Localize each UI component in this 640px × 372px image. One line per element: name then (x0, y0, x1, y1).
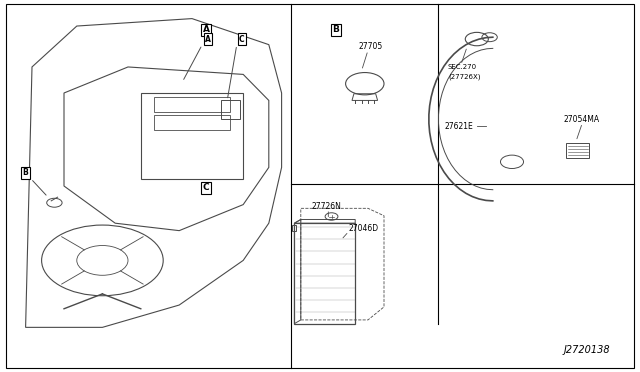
Text: C: C (203, 183, 209, 192)
Text: B: B (333, 25, 339, 34)
Text: 27046D: 27046D (349, 224, 379, 233)
Text: B: B (23, 169, 28, 177)
Text: SEC.270: SEC.270 (448, 64, 477, 70)
Text: A: A (203, 25, 209, 34)
Text: 27054MA: 27054MA (563, 115, 599, 124)
Text: C: C (239, 35, 244, 44)
Text: (27726X): (27726X) (448, 73, 481, 80)
Text: J2720138: J2720138 (563, 345, 610, 355)
Text: 27621E: 27621E (445, 122, 474, 131)
Text: 27705: 27705 (358, 42, 383, 51)
Text: 27726N: 27726N (312, 202, 342, 211)
Text: A: A (205, 35, 211, 44)
